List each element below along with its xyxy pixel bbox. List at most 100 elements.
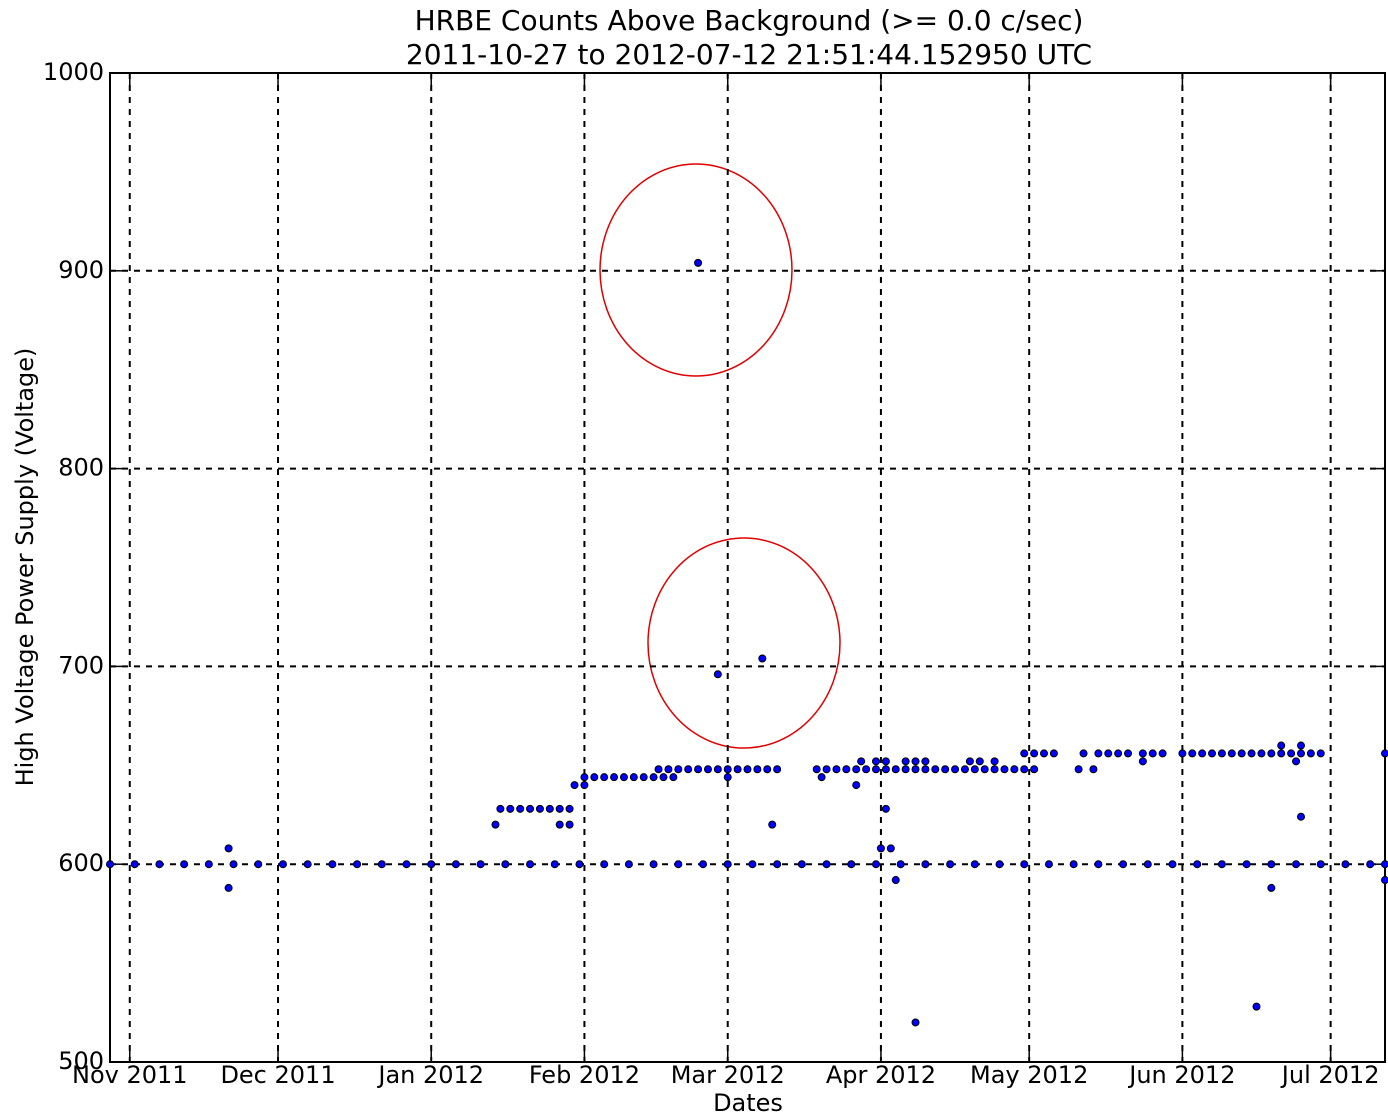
point xyxy=(1267,749,1276,758)
point xyxy=(590,773,599,782)
point xyxy=(946,860,955,869)
point xyxy=(1143,860,1152,869)
point xyxy=(1138,749,1147,758)
point xyxy=(1306,749,1315,758)
point xyxy=(674,765,683,774)
point xyxy=(427,860,436,869)
point xyxy=(674,860,683,869)
point xyxy=(1247,749,1256,758)
point xyxy=(402,860,411,869)
point xyxy=(951,765,960,774)
point xyxy=(896,860,905,869)
x-tick-label: Dec 2011 xyxy=(220,1061,335,1089)
point xyxy=(797,860,806,869)
point xyxy=(526,804,535,813)
point xyxy=(1252,1002,1261,1011)
point xyxy=(990,765,999,774)
point xyxy=(1316,749,1325,758)
point xyxy=(1381,876,1388,885)
point xyxy=(1287,749,1296,758)
point xyxy=(254,860,263,869)
plot-frame xyxy=(109,72,1386,1063)
point xyxy=(328,860,337,869)
point xyxy=(862,765,871,774)
point xyxy=(550,860,559,869)
point xyxy=(629,773,638,782)
point xyxy=(1094,860,1103,869)
point xyxy=(901,757,910,766)
point xyxy=(224,844,233,853)
point xyxy=(229,860,238,869)
point xyxy=(694,765,703,774)
point xyxy=(565,820,574,829)
x-tick-label: May 2012 xyxy=(970,1061,1088,1089)
point xyxy=(723,765,732,774)
point xyxy=(624,860,633,869)
point xyxy=(773,860,782,869)
x-tick-label: Nov 2011 xyxy=(72,1061,188,1089)
point xyxy=(812,765,821,774)
point xyxy=(204,860,213,869)
point xyxy=(639,773,648,782)
point xyxy=(970,765,979,774)
point xyxy=(852,765,861,774)
point xyxy=(1341,860,1350,869)
point xyxy=(580,773,589,782)
highlight-circle xyxy=(599,163,793,377)
point xyxy=(377,860,386,869)
point xyxy=(1267,860,1276,869)
point xyxy=(555,804,564,813)
point xyxy=(832,765,841,774)
x-tick-label: Feb 2012 xyxy=(529,1061,640,1089)
point xyxy=(871,765,880,774)
y-axis-label: High Voltage Power Supply (Voltage) xyxy=(11,348,39,787)
point xyxy=(911,757,920,766)
point xyxy=(1124,749,1133,758)
point xyxy=(1030,765,1039,774)
point xyxy=(921,757,930,766)
point xyxy=(723,773,732,782)
point xyxy=(1040,749,1049,758)
point xyxy=(491,820,500,829)
point xyxy=(516,804,525,813)
point xyxy=(575,860,584,869)
point xyxy=(619,773,628,782)
point xyxy=(649,860,658,869)
point xyxy=(659,773,668,782)
point xyxy=(1277,741,1286,750)
point xyxy=(1168,860,1177,869)
y-tick-label: 800 xyxy=(58,454,104,482)
y-tick-label: 900 xyxy=(58,256,104,284)
x-tick-label: Jun 2012 xyxy=(1127,1061,1235,1089)
point xyxy=(1030,749,1039,758)
point xyxy=(753,765,762,774)
point xyxy=(526,860,535,869)
point xyxy=(1094,749,1103,758)
point xyxy=(1000,765,1009,774)
point xyxy=(545,804,554,813)
point xyxy=(921,860,930,869)
point xyxy=(975,757,984,766)
point xyxy=(555,820,564,829)
point xyxy=(570,781,579,790)
y-tick-label: 600 xyxy=(58,849,104,877)
point xyxy=(1296,749,1305,758)
point xyxy=(713,670,722,679)
point xyxy=(941,765,950,774)
point xyxy=(699,860,708,869)
point xyxy=(654,765,663,774)
point xyxy=(703,765,712,774)
point xyxy=(891,765,900,774)
point xyxy=(1366,860,1375,869)
point xyxy=(1296,812,1305,821)
y-tick-label: 500 xyxy=(58,1047,104,1075)
point xyxy=(713,765,722,774)
point xyxy=(965,757,974,766)
point xyxy=(857,757,866,766)
point xyxy=(881,765,890,774)
point xyxy=(565,804,574,813)
point xyxy=(1089,765,1098,774)
point xyxy=(1049,749,1058,758)
point xyxy=(886,844,895,853)
point xyxy=(1296,741,1305,750)
